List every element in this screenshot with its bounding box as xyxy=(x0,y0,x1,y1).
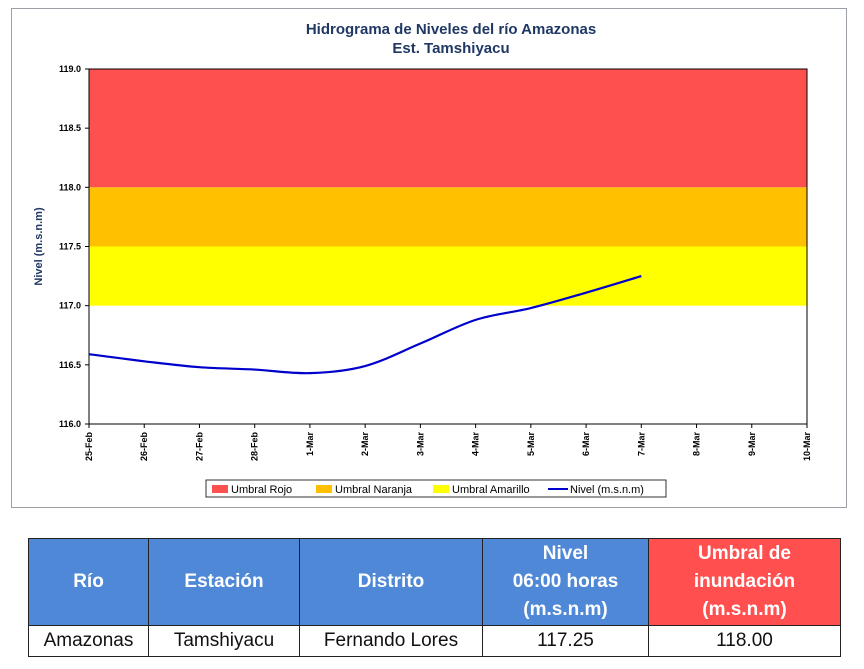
legend-swatch xyxy=(433,485,449,493)
header-line: 06:00 horas xyxy=(512,571,619,592)
header-rio: Río xyxy=(28,538,149,626)
x-tick-label: 4-Mar xyxy=(471,432,481,457)
cell-distrito: Fernando Lores xyxy=(299,625,483,657)
header-line: inundación xyxy=(693,571,796,592)
series-line-nivel xyxy=(88,275,642,375)
y-tick-label: 117.5 xyxy=(59,242,81,252)
cell-estacion: Tamshiyacu xyxy=(148,625,300,657)
chart-subtitle: Est. Tamshiyacu xyxy=(392,40,509,57)
legend-swatch xyxy=(316,485,332,493)
y-tick-label: 117.0 xyxy=(59,301,81,311)
x-tick-label: 5-Mar xyxy=(526,432,536,457)
header-estacion: Estación xyxy=(148,538,300,626)
x-tick-label: 10-Mar xyxy=(802,432,812,462)
x-tick-label: 9-Mar xyxy=(747,432,757,457)
header-line: (m.s.n.m) xyxy=(523,599,608,620)
x-tick-label: 8-Mar xyxy=(692,432,702,457)
header-distrito: Distrito xyxy=(299,538,483,626)
x-tick-label: 25-Feb xyxy=(84,432,94,462)
x-tick-label: 2-Mar xyxy=(360,432,370,457)
y-axis-label: Nivel (m.s.n.m) xyxy=(33,207,45,286)
header-line: Río xyxy=(73,571,104,592)
threshold-band-1 xyxy=(89,187,807,247)
legend-label: Umbral Amarillo xyxy=(452,484,530,496)
y-tick-label: 116.5 xyxy=(59,360,81,370)
cell-umbral: 118.00 xyxy=(648,625,841,657)
threshold-band-0 xyxy=(89,69,807,188)
legend-swatch xyxy=(212,485,228,493)
y-tick-label: 118.5 xyxy=(59,123,81,133)
chart-title: Hidrograma de Niveles del río Amazonas xyxy=(306,21,596,38)
legend-label: Umbral Naranja xyxy=(335,484,413,496)
x-tick-label: 3-Mar xyxy=(415,432,425,457)
hydrograph-chart: Hidrograma de Niveles del río Amazonas Es… xyxy=(33,21,812,498)
threshold-band-2 xyxy=(89,246,807,306)
legend-label: Umbral Rojo xyxy=(231,484,292,496)
legend-label: Nivel (m.s.n.m) xyxy=(570,484,644,496)
station-info-table: Río Estación Distrito Nivel 06:00 horas (m… xyxy=(28,538,841,657)
cell-rio: Amazonas xyxy=(28,625,149,657)
header-line: Nivel xyxy=(542,543,589,564)
chart-frame: Hidrograma de Niveles del río Amazonas Es… xyxy=(11,8,847,508)
header-line: Umbral de xyxy=(698,543,791,564)
x-tick-label: 6-Mar xyxy=(581,432,591,457)
header-umbral-inundacion: Umbral de inundación (m.s.n.m) xyxy=(648,538,841,626)
x-tick-label: 7-Mar xyxy=(636,432,646,457)
x-tick-label: 1-Mar xyxy=(305,432,315,457)
y-tick-label: 119.0 xyxy=(59,64,81,74)
table-row: Amazonas Tamshiyacu Fernando Lores 117.2… xyxy=(28,625,841,657)
x-tick-label: 27-Feb xyxy=(194,432,204,462)
y-tick-label: 116.0 xyxy=(59,419,81,429)
header-line: Estación xyxy=(184,571,264,592)
header-line: Distrito xyxy=(357,571,425,592)
header-nivel: Nivel 06:00 horas (m.s.n.m) xyxy=(482,538,649,626)
x-tick-label: 28-Feb xyxy=(250,432,260,462)
y-tick-label: 118.0 xyxy=(59,182,81,192)
x-tick-label: 26-Feb xyxy=(139,432,149,462)
table-header-row: Río Estación Distrito Nivel 06:00 horas (m… xyxy=(28,538,841,626)
cell-nivel: 117.25 xyxy=(482,625,649,657)
header-line: (m.s.n.m) xyxy=(702,599,787,620)
